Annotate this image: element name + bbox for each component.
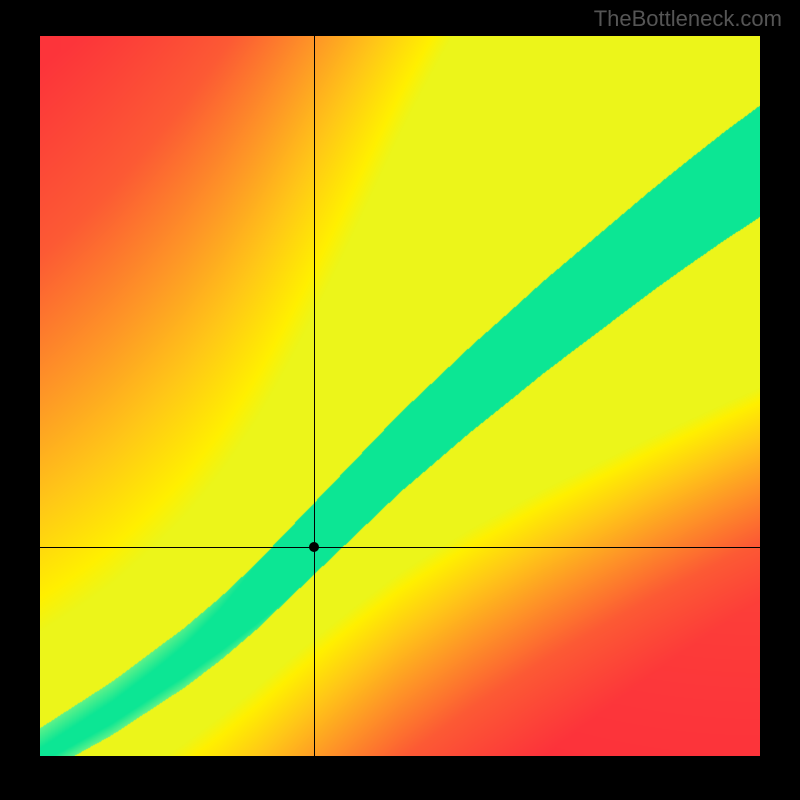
crosshair-horizontal [40, 547, 760, 548]
crosshair-marker [309, 542, 319, 552]
chart-container: TheBottleneck.com [0, 0, 800, 800]
bottleneck-heatmap [40, 36, 760, 756]
crosshair-vertical [314, 36, 315, 756]
watermark-text: TheBottleneck.com [594, 6, 782, 32]
